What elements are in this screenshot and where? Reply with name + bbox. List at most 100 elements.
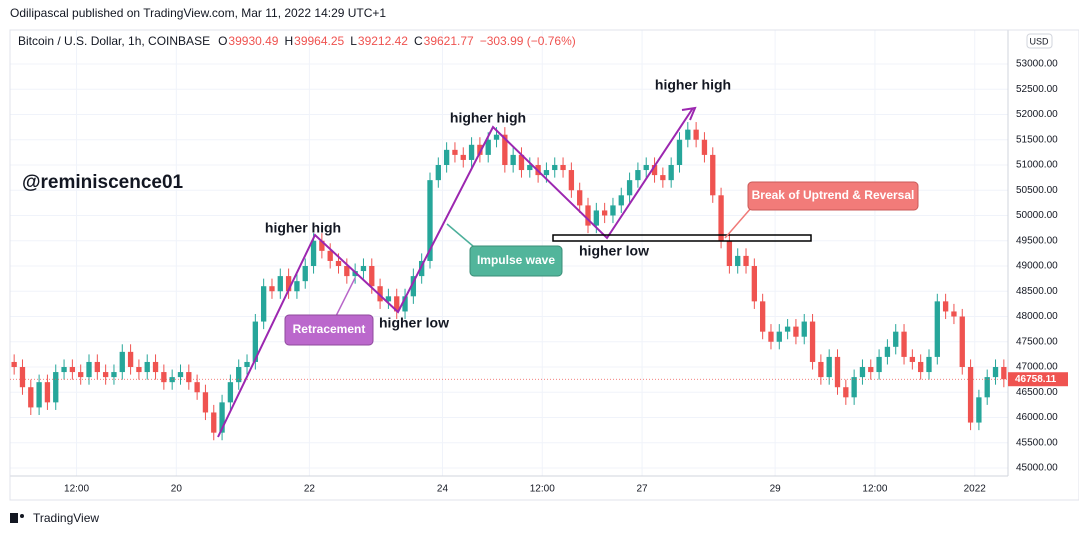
candle-body	[86, 361, 92, 378]
candle-body	[901, 331, 907, 357]
candle-body	[942, 301, 949, 312]
candle-body	[543, 170, 550, 176]
callout-box	[747, 181, 919, 211]
candle-body	[776, 331, 782, 342]
candle-body	[518, 154, 525, 171]
ohlc-value: 39621.77	[424, 34, 474, 48]
candle-body	[651, 164, 658, 176]
candle-body	[577, 190, 583, 206]
y-tick-label: 48000.00	[1016, 311, 1058, 322]
candle-body	[144, 361, 150, 373]
candle-body	[169, 377, 175, 383]
candle-body	[759, 301, 766, 332]
candle-body	[585, 205, 591, 226]
callout-box	[469, 245, 563, 277]
last-price-label: 46758.11	[1015, 374, 1057, 385]
candle-body	[693, 129, 699, 140]
x-tick-label: 27	[637, 484, 649, 495]
candle-body	[743, 255, 749, 267]
candle-body	[269, 286, 275, 292]
candle-body	[102, 372, 109, 378]
x-tick-label: 20	[171, 484, 183, 495]
callout-text: Retracement	[293, 322, 366, 336]
candle-body	[502, 134, 508, 165]
candle-body	[568, 170, 575, 191]
candle-body	[111, 372, 117, 378]
ohlc-value: 39930.49	[228, 34, 278, 48]
frame	[9, 29, 1079, 501]
candle-body	[186, 372, 192, 383]
candle-body	[394, 296, 400, 312]
trend-zigzag	[217, 107, 694, 438]
y-tick-label: 50500.00	[1016, 185, 1058, 196]
watermark: @reminiscence01	[22, 172, 184, 193]
candle-body	[402, 296, 408, 312]
candle-body	[552, 164, 558, 171]
logo-mark	[10, 513, 18, 523]
logo-mark	[20, 514, 24, 518]
candle-body	[984, 377, 990, 398]
candle-body	[826, 356, 832, 378]
candle-body	[493, 134, 500, 140]
candle-body	[859, 367, 866, 378]
candle-body	[793, 326, 799, 337]
candle-body	[136, 367, 142, 373]
candle-body	[884, 346, 891, 357]
candle-body	[294, 281, 300, 292]
candle-body	[443, 149, 450, 165]
ohlc-key: H	[284, 34, 293, 48]
ohlc-key: C	[414, 34, 423, 48]
candle-body	[227, 382, 234, 403]
candle-body	[119, 351, 125, 373]
x-tick-label: 2022	[964, 484, 987, 495]
candle-body	[843, 387, 849, 398]
candle-body	[676, 139, 683, 165]
y-tick-label: 47000.00	[1016, 362, 1058, 373]
candle-body	[593, 210, 599, 226]
candle-body	[710, 154, 716, 196]
candle-body	[78, 372, 84, 378]
candle-body	[211, 412, 217, 433]
symbol-title: Bitcoin / U.S. Dollar, 1h, COINBASE	[18, 34, 210, 48]
candle-body	[327, 250, 333, 261]
candle-body	[685, 129, 691, 140]
candle-body	[909, 356, 916, 362]
candle-body	[236, 367, 242, 383]
annotation: higher low	[579, 243, 649, 259]
candle-body	[610, 205, 616, 216]
candle-body	[718, 195, 724, 241]
candle-body	[768, 331, 774, 342]
candle-body	[660, 175, 666, 181]
ohlc-key: O	[218, 34, 227, 48]
ohlc-value: 39212.42	[358, 34, 408, 48]
candle-body	[410, 276, 417, 297]
candle-body	[618, 195, 624, 206]
candle-body	[61, 367, 67, 373]
candle-body	[735, 255, 741, 267]
candle-body	[152, 361, 159, 373]
y-tick-label: 48500.00	[1016, 286, 1058, 297]
candle-body	[435, 164, 441, 181]
candle-body	[527, 164, 533, 171]
currency: USD	[1029, 36, 1049, 46]
drawings: higher high higher high higher high high…	[22, 77, 919, 438]
candle-body	[194, 382, 200, 393]
candle-body	[751, 266, 758, 302]
candle-body	[19, 367, 26, 388]
candle-body	[801, 321, 807, 337]
candle-body	[285, 276, 292, 292]
candle-body	[344, 266, 350, 277]
candle-body	[53, 372, 59, 403]
candle-body	[951, 311, 957, 317]
candle-body	[668, 164, 674, 181]
candle-body	[310, 240, 317, 267]
candle-body	[319, 240, 325, 251]
candle-body	[976, 397, 982, 423]
support-box	[552, 234, 812, 242]
candle-body	[468, 144, 475, 160]
x-tick-label: 12:00	[530, 484, 555, 495]
candle-body	[626, 180, 633, 196]
candle-body	[809, 321, 816, 362]
candle-body	[1001, 367, 1007, 380]
